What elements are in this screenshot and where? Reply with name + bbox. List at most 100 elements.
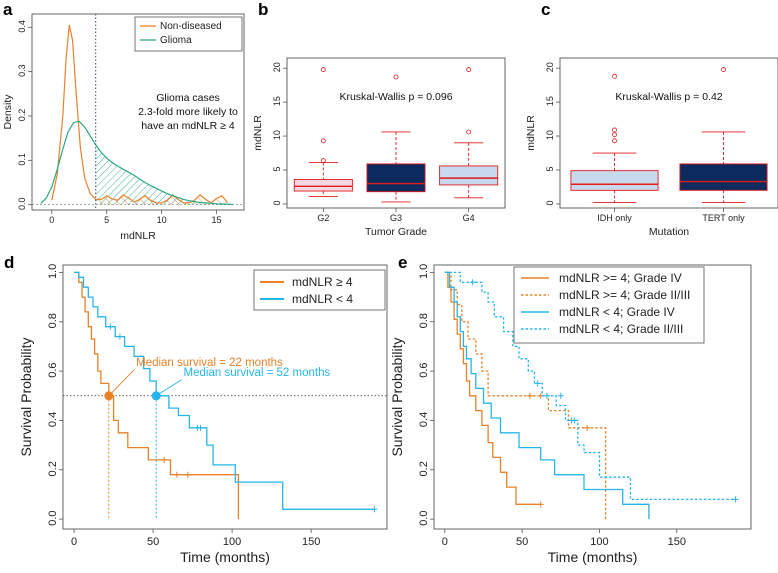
y-tick-label: 15 [545, 96, 555, 106]
y-tick-label: 0.0 [418, 510, 430, 525]
legend: Non-diseased Glioma [134, 16, 243, 52]
y-tick-label: 20 [272, 62, 282, 72]
outlier-point [721, 67, 726, 72]
censor-mark [584, 424, 591, 431]
x-tick-label: 15 [212, 215, 222, 225]
box-iqr [293, 179, 353, 192]
legend-entry: mdNLR < 4; Grade IV [559, 305, 675, 319]
censor-mark [184, 471, 191, 478]
x-tick-label: G2 [317, 213, 329, 223]
censor-mark [116, 333, 123, 340]
y-tick-label: 1.0 [47, 264, 59, 279]
box-iqr [366, 163, 426, 193]
censor-mark [732, 496, 739, 503]
y-tick-label: 0.8 [418, 313, 430, 328]
censor-mark [371, 506, 378, 513]
legend: mdNLR ≥ 4 mdNLR < 4 [253, 269, 386, 311]
panel-letter-c: c [541, 0, 550, 19]
survival-curve-3 [444, 271, 736, 501]
x-tick-label: G3 [390, 213, 402, 223]
panel-letter-d: d [4, 253, 14, 272]
y-tick-label: 0.4 [47, 412, 59, 427]
outlier-point [612, 132, 617, 138]
y-tick-label: 0.2 [418, 461, 430, 476]
box-iqr [679, 163, 768, 191]
y-tick-label: 0.1 [17, 153, 27, 166]
x-tick-label: TERT only [702, 213, 745, 223]
box-IDH only [570, 73, 659, 204]
y-axis-label: Density [2, 94, 14, 130]
censor-mark [197, 424, 204, 431]
y-axis-label: mdNLR [252, 115, 264, 151]
x-axis-label: Time (months) [180, 549, 270, 565]
legend-entry: mdNLR ≥ 4 [292, 275, 353, 289]
annotation-line: 2.3-fold more likely to [138, 106, 238, 118]
legend: mdNLR >= 4; Grade IV mdNLR >= 4; Grade II… [513, 266, 705, 344]
outlier-point [320, 67, 326, 72]
y-tick-label: 10 [545, 130, 555, 140]
box-G4 [439, 67, 499, 199]
shaded-area-glioma [95, 144, 234, 205]
box-G2 [293, 67, 353, 197]
box-iqr [439, 165, 499, 186]
annotation-pointer [108, 369, 135, 397]
y-tick-label: 0.2 [17, 109, 27, 122]
outlier-point [612, 138, 617, 144]
y-tick-label: 0.0 [47, 510, 59, 525]
legend-entry: mdNLR < 4 [292, 292, 353, 306]
censor-mark [173, 471, 180, 478]
panel-letter-e: e [398, 253, 407, 272]
x-tick-label: 150 [302, 536, 320, 548]
outlier-point [320, 158, 326, 163]
y-axis-label: Survival Probability [18, 337, 34, 456]
panel-b-boxplot: G2 G3 G4 0 5 10 15 20 Tumor Grade mdNLR Kruskal-Wa… [252, 57, 506, 238]
censor-mark [534, 380, 541, 387]
legend-entry: Non-diseased [160, 21, 222, 32]
outlier-point [466, 67, 472, 72]
density-curve-glioma [40, 120, 234, 206]
median-annotation-text: Median survival = 22 months [136, 357, 283, 369]
y-tick-label: 0.4 [17, 20, 27, 33]
outlier-point [466, 129, 472, 135]
x-tick-label: 50 [516, 536, 528, 548]
survival-curve-2 [444, 271, 650, 520]
censor-mark [543, 392, 550, 399]
y-tick-label: 15 [272, 96, 282, 106]
y-tick-label: 0.0 [17, 197, 27, 210]
survival-curve-0 [444, 271, 541, 505]
survival-curve-high-mdnlr [74, 271, 240, 520]
legend-box [513, 266, 705, 344]
censor-mark [161, 456, 168, 463]
median-annotation-text: Median survival = 52 months [184, 367, 331, 379]
y-tick-label: 0.6 [47, 362, 59, 377]
x-tick-label: IDH only [597, 213, 632, 223]
x-axis-label: mdNLR [120, 230, 156, 242]
y-tick-label: 5 [272, 166, 282, 171]
plot-frame [31, 13, 245, 211]
outlier-point [612, 73, 617, 79]
y-tick-label: 0.6 [418, 362, 430, 377]
plot-frame [62, 264, 388, 530]
panel-letter-a: a [3, 0, 13, 19]
x-axis-label: Time (months) [548, 549, 638, 565]
box-iqr [570, 170, 659, 191]
stats-annotation: Kruskal-Wallis p = 0.096 [339, 91, 452, 103]
y-axis-label: mdNLR [525, 115, 537, 151]
y-tick-label: 20 [545, 62, 555, 72]
outlier-point [393, 74, 399, 80]
x-tick-label: 0 [49, 215, 54, 225]
x-tick-label: 0 [71, 536, 77, 548]
y-tick-label: 0.8 [47, 313, 59, 328]
legend-box [253, 269, 386, 311]
survival-curve-low-mdnlr [74, 271, 375, 510]
censor-mark [526, 392, 533, 399]
x-tick-label: 100 [590, 536, 608, 548]
x-tick-label: 0 [442, 536, 448, 548]
x-tick-label: 5 [104, 215, 109, 225]
legend-box [134, 16, 243, 52]
legend-entry: Glioma [160, 35, 192, 46]
legend-entry: mdNLR >= 4; Grade II/III [559, 288, 690, 302]
y-axis-label: Survival Probability [389, 337, 405, 456]
annotation-line: have an mdNLR ≥ 4 [141, 120, 234, 132]
outlier-point [612, 127, 617, 133]
